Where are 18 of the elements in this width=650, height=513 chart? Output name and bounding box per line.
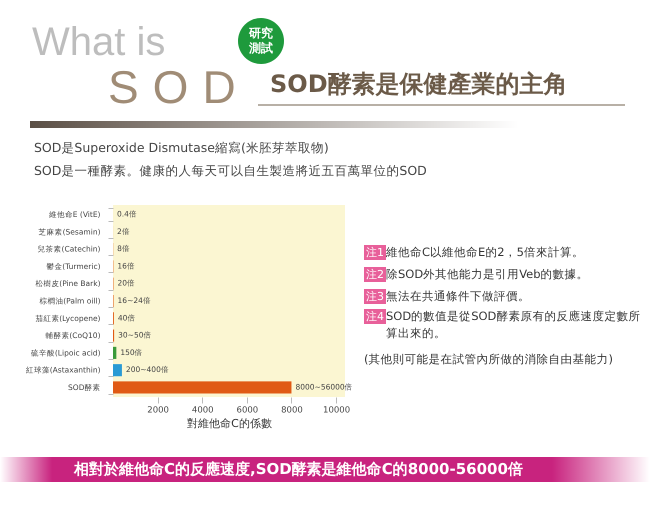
- text: 相對於維他命C的反應速度,SOD酵素是維他命C的8000-56000倍: [0, 457, 650, 482]
- bar: [113, 346, 116, 359]
- text: 注3無法在共通條件下做評價。: [365, 288, 531, 305]
- x-tick-label: 2000: [147, 406, 169, 416]
- text: 注4SOD的數值是從SOD酵素原有的反應速度定數所算出來的。: [365, 308, 642, 342]
- x-tick-label: 6000: [236, 406, 258, 416]
- bar: [113, 381, 292, 394]
- text: SOD酵素是保健產業的主角: [258, 68, 625, 106]
- x-tick-label: 8000: [281, 406, 303, 416]
- text: SOD是Superoxide Dismutase縮寫(米胚芽萃取物): [34, 140, 329, 157]
- text: 注1維他命C以維他命E的2，5倍來計算。: [365, 244, 585, 261]
- bar: [113, 364, 122, 376]
- speech-bubble: 研究測試: [238, 18, 284, 64]
- x-tick-label: 4000: [192, 406, 214, 416]
- x-axis-title: 對維他命C的係數: [187, 417, 272, 430]
- text: (其他則可能是在試管內所做的消除自由基能力): [364, 352, 613, 367]
- text: SOD是一種酵素。健康的人每天可以自生製造將近五百萬單位的SOD: [34, 163, 427, 180]
- x-tick-label: 10000: [323, 406, 350, 416]
